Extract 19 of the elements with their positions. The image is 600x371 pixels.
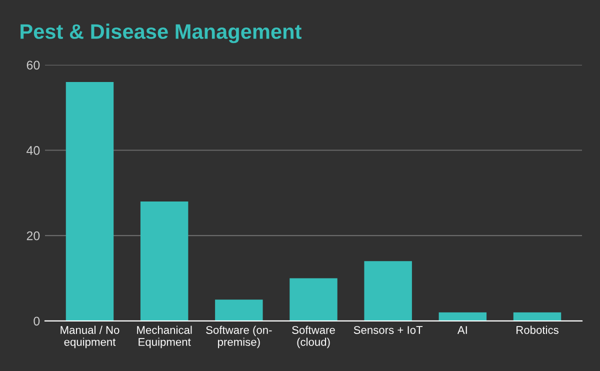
x-tick-label: Manual / No equipment: [60, 326, 120, 348]
bar: [438, 312, 487, 321]
x-tick-label: Software (on- premise): [206, 326, 272, 348]
x-tick-label: Mechanical Equipment: [137, 326, 192, 348]
bar: [290, 278, 338, 321]
x-tick-label: AI: [457, 326, 467, 334]
bar: [140, 201, 188, 321]
bar: [66, 82, 114, 321]
y-tick-label: 60: [26, 60, 40, 70]
bar: [513, 312, 562, 321]
x-tick-label: Sensors + IoT: [354, 326, 423, 334]
bar: [364, 261, 412, 321]
y-tick-label: 40: [26, 146, 40, 155]
chart-title: Pest & Disease Management: [20, 24, 302, 44]
y-tick-label: 0: [34, 316, 40, 326]
bar: [215, 300, 263, 321]
x-tick-label: Software (cloud): [292, 326, 335, 348]
y-tick-label: 20: [26, 231, 40, 240]
x-tick-label: Robotics: [516, 326, 558, 334]
